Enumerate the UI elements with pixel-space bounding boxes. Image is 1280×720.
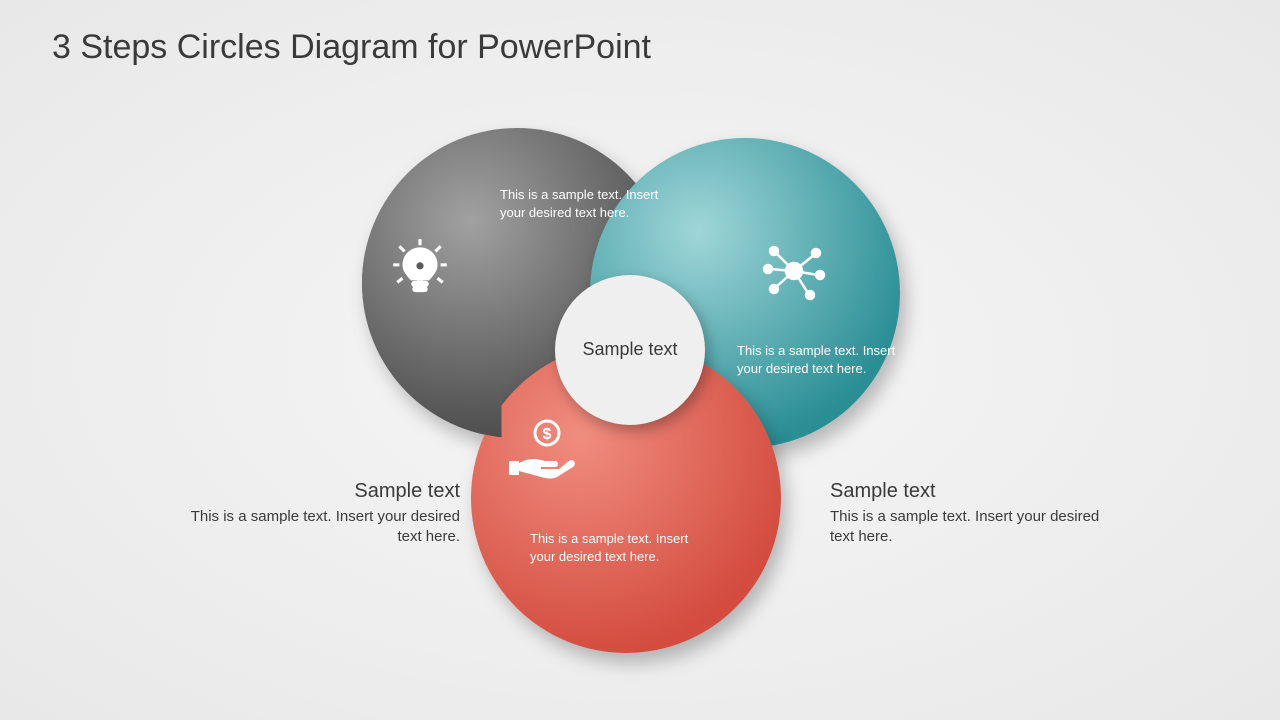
hand-coin-icon: $ bbox=[507, 417, 577, 486]
circle-teal-text: This is a sample text. Insert your desir… bbox=[737, 342, 917, 377]
caption-right-heading: Sample text bbox=[830, 480, 1120, 503]
caption-left: Sample text This is a sample text. Inser… bbox=[170, 480, 460, 548]
center-circle: Sample text bbox=[555, 275, 705, 425]
caption-left-body: This is a sample text. Insert your desir… bbox=[170, 507, 460, 548]
circle-grey-text: This is a sample text. Insert your desir… bbox=[500, 186, 680, 221]
caption-right: Sample text This is a sample text. Inser… bbox=[830, 480, 1120, 548]
network-icon bbox=[762, 239, 826, 308]
caption-left-heading: Sample text bbox=[170, 480, 460, 503]
caption-right-body: This is a sample text. Insert your desir… bbox=[830, 507, 1120, 548]
diagram-stage: Sample text bbox=[0, 0, 1280, 720]
center-text: Sample text bbox=[582, 339, 677, 361]
lightbulb-icon bbox=[387, 237, 453, 308]
svg-text:$: $ bbox=[543, 426, 552, 443]
circle-red-text: This is a sample text. Insert your desir… bbox=[530, 530, 710, 565]
